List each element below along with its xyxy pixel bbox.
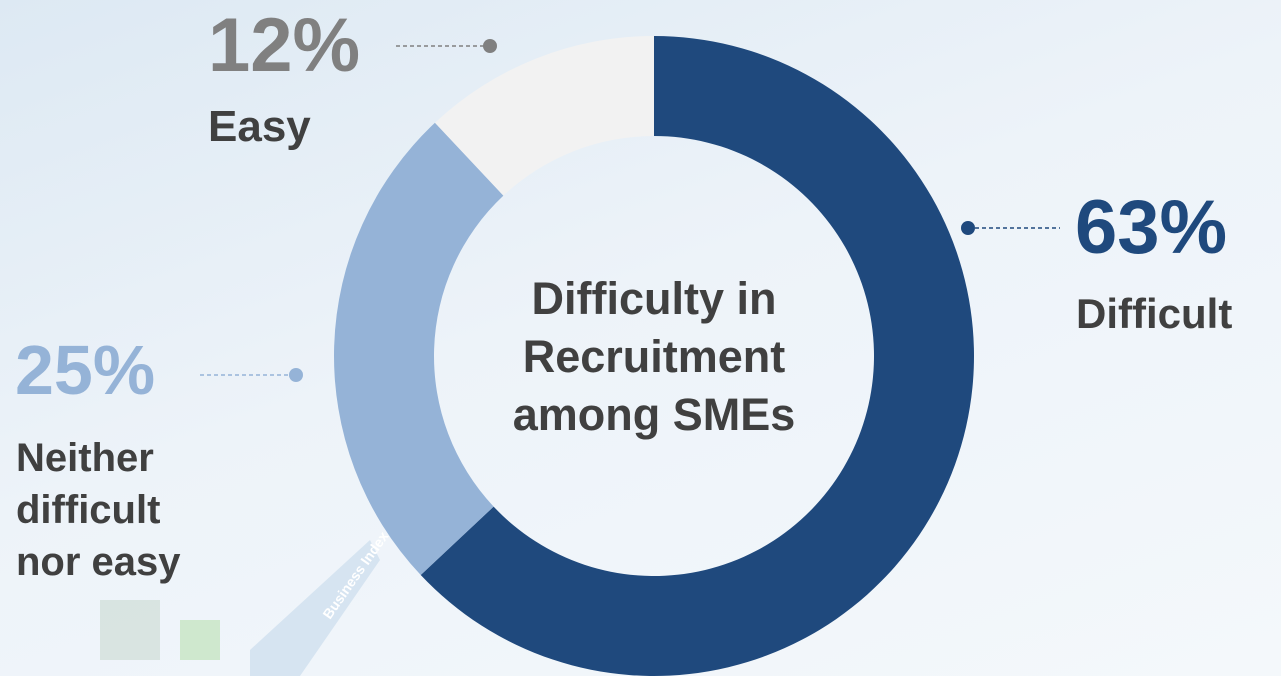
value-label: 12% (208, 8, 360, 84)
leader-dot (961, 221, 975, 235)
leader-dot (289, 368, 303, 382)
watermark: Business Index (319, 528, 391, 621)
page: Business Index Difficulty in Recruitment… (0, 0, 1281, 676)
decor-cube (100, 600, 160, 660)
category-label: Difficult (1076, 290, 1232, 338)
leader-dot (483, 39, 497, 53)
category-label: Neither difficult nor easy (16, 432, 216, 588)
chart-title: Difficulty in Recruitment among SMEs (474, 270, 834, 444)
category-label: Easy (208, 102, 311, 152)
decor-cube (180, 620, 220, 660)
value-label: 63% (1075, 190, 1227, 266)
value-label: 25% (15, 335, 155, 405)
